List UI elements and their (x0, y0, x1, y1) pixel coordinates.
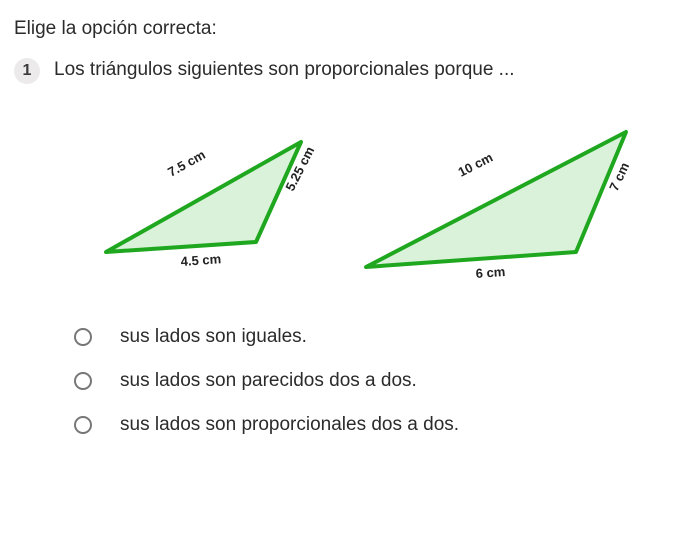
triangle-right-side-c-label: 6 cm (475, 264, 506, 281)
instruction-text: Elige la opción correcta: (14, 18, 677, 40)
option-label: sus lados son parecidos dos a dos. (120, 370, 417, 392)
triangles-figure: 7.5 cm 5.25 cm 4.5 cm 10 cm 7 cm 6 cm (54, 112, 677, 292)
option-row[interactable]: sus lados son parecidos dos a dos. (74, 370, 677, 392)
question-text: Los triángulos siguientes son proporcion… (54, 59, 515, 81)
triangle-left-side-c-label: 4.5 cm (180, 251, 221, 269)
triangle-right-side-a-label: 10 cm (455, 150, 495, 180)
triangle-right-shape (366, 132, 626, 267)
radio-icon[interactable] (74, 328, 92, 346)
question-number-badge: 1 (14, 58, 40, 84)
radio-icon[interactable] (74, 416, 92, 434)
question-row: 1 Los triángulos siguientes son proporci… (14, 58, 677, 84)
options-list: sus lados son iguales. sus lados son par… (74, 326, 677, 436)
triangle-right: 10 cm 7 cm 6 cm (356, 112, 646, 292)
option-row[interactable]: sus lados son iguales. (74, 326, 677, 348)
triangle-left-side-a-label: 7.5 cm (165, 147, 208, 180)
option-row[interactable]: sus lados son proporcionales dos a dos. (74, 414, 677, 436)
triangle-left: 7.5 cm 5.25 cm 4.5 cm (86, 112, 326, 282)
option-label: sus lados son proporcionales dos a dos. (120, 414, 459, 436)
radio-icon[interactable] (74, 372, 92, 390)
option-label: sus lados son iguales. (120, 326, 307, 348)
